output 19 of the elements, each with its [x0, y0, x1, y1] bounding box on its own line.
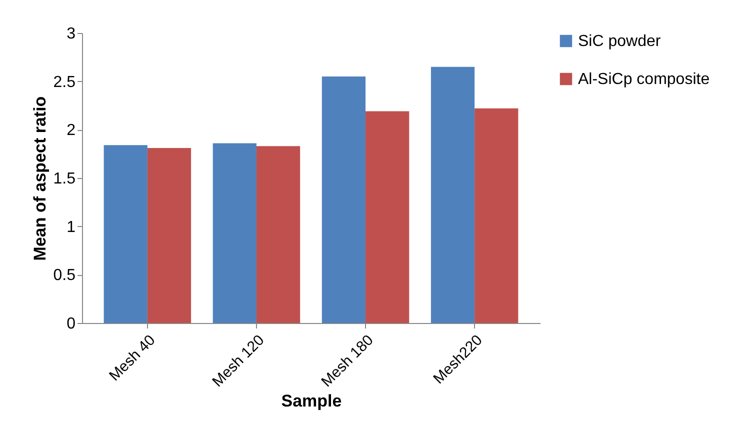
- y-axis-title: Mean of aspect ratio: [30, 96, 50, 261]
- y-tick-label: 2.5: [53, 74, 76, 91]
- y-tick-label: 1.5: [53, 170, 76, 188]
- y-tick-label: 2: [66, 122, 76, 140]
- bar: [104, 145, 148, 323]
- legend-label: SiC powder: [578, 33, 662, 50]
- y-tick-label: 3: [66, 26, 76, 42]
- y-tick-label: 1: [66, 218, 76, 236]
- bar: [212, 143, 256, 323]
- bar: [474, 108, 518, 323]
- bar: [256, 146, 300, 323]
- bar: [366, 111, 410, 323]
- bar: [322, 76, 366, 323]
- bar: [430, 66, 475, 323]
- x-axis-title: Sample: [281, 392, 342, 411]
- bar: [147, 148, 192, 323]
- y-tick-label: 0.5: [53, 267, 76, 284]
- y-tick-label: 0: [66, 316, 76, 332]
- legend-label: Al-SiCp composite: [578, 71, 710, 88]
